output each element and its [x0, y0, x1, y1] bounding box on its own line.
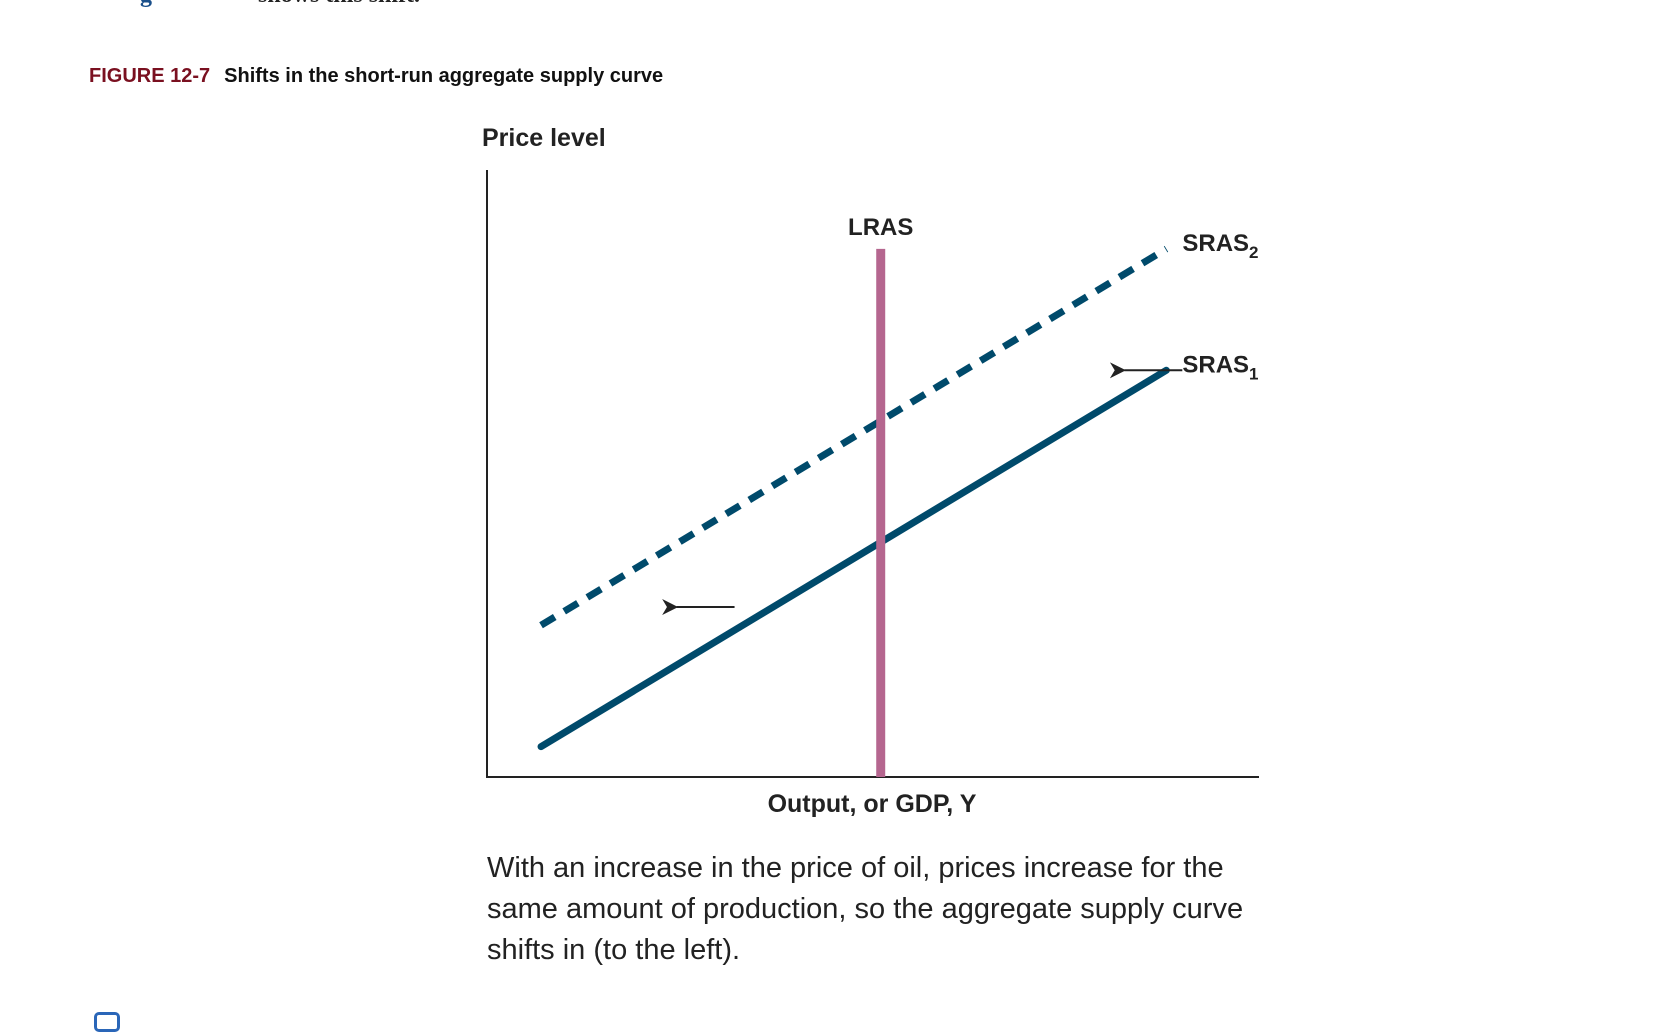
series-line-sras1 — [537, 366, 1170, 751]
figure-title: FIGURE 12-7 Shifts in the short-run aggre… — [89, 65, 663, 88]
series-line-sras2 — [539, 245, 1169, 629]
x-axis-label: Output, or GDP, Y — [768, 790, 977, 818]
note-icon[interactable] — [94, 1012, 120, 1032]
figure-caption: With an increase in the price of oil, pr… — [487, 852, 1244, 966]
cut-off-text-right: shows this shift. — [258, 0, 420, 9]
cut-off-text-left: g — [140, 0, 152, 9]
series-label-sras2: SRAS2 — [1182, 230, 1258, 262]
series-label-lras: LRAS — [848, 214, 913, 241]
y-axis-label: Price level — [482, 124, 606, 152]
series-label-subscript: 1 — [1249, 364, 1258, 383]
figure-name: Shifts in the short-run aggregate supply… — [224, 65, 664, 87]
series-label-sras1: SRAS1 — [1182, 351, 1258, 383]
figure-number: FIGURE 12-7 — [89, 65, 211, 87]
series-label-subscript: 2 — [1249, 243, 1258, 262]
